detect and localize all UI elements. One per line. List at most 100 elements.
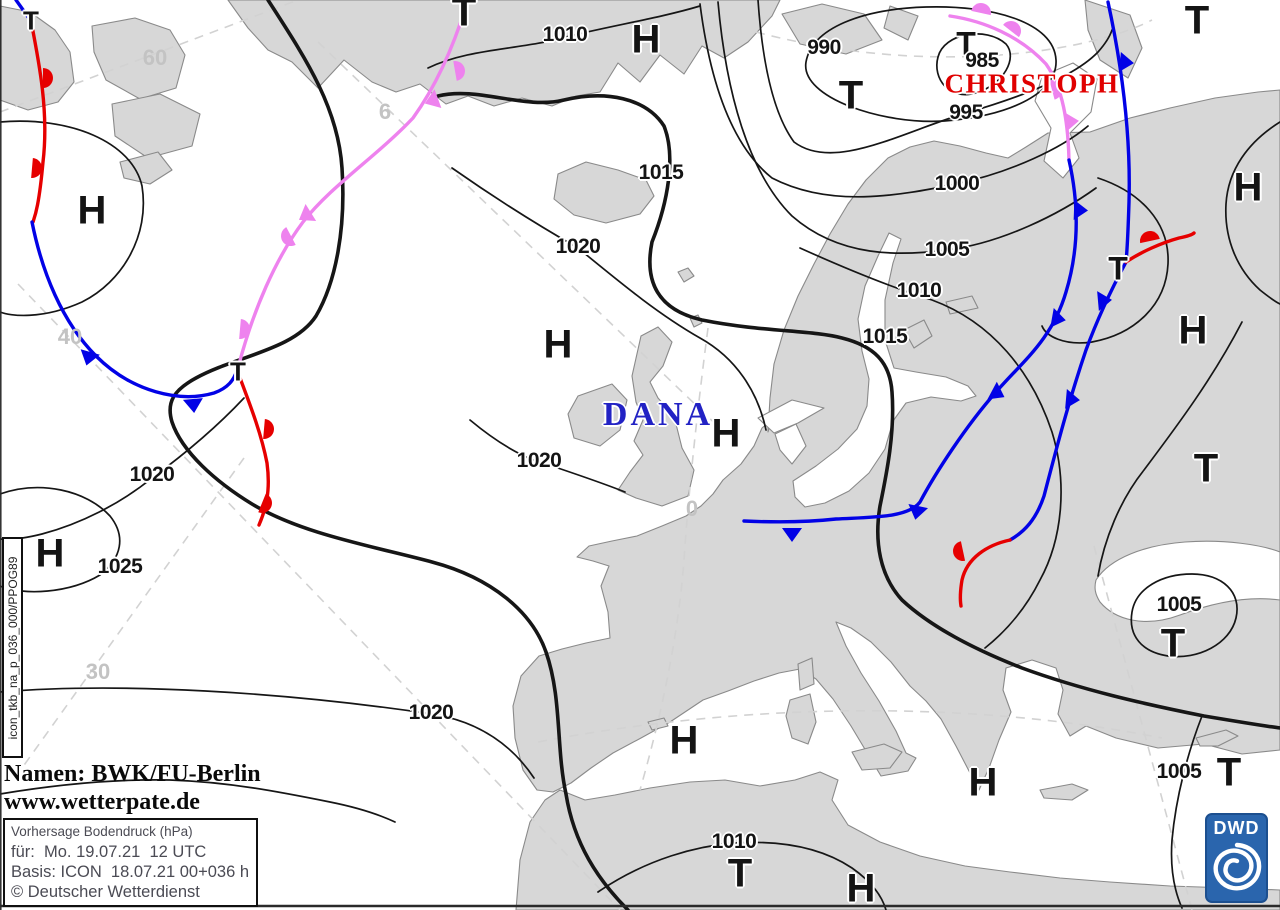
isobar-1015-thick xyxy=(436,91,1280,730)
isobar-label: 1020 xyxy=(408,701,454,724)
pressure-center-t: T xyxy=(1160,621,1186,666)
warm-front-marks xyxy=(31,68,1160,561)
isobar-east xyxy=(1097,321,1243,577)
isobar-1025 xyxy=(0,486,121,593)
pressure-center-t: T xyxy=(1193,446,1219,491)
pressure-center-h: H xyxy=(1178,308,1208,353)
land-sicily xyxy=(851,743,903,771)
pressure-center-t: T xyxy=(230,356,246,387)
dwd-logo: DWD xyxy=(1205,813,1268,903)
isobar-label: 1020 xyxy=(129,463,175,486)
pressure-center-h: H xyxy=(631,17,661,62)
warm-front-path xyxy=(958,538,1012,608)
cold-front-path xyxy=(30,220,239,399)
isobar-1020 xyxy=(469,419,626,493)
forecast-model-basis: Basis: ICON 18.07.21 00+036 h xyxy=(11,863,250,881)
isobar-1020 xyxy=(0,687,535,779)
sea-black-sea xyxy=(1094,540,1280,622)
credits-block: Namen: BWK/FU-Berlin www.wetterpate.de xyxy=(4,760,261,816)
sea-baltic xyxy=(792,232,977,508)
isobar-label: 1005 xyxy=(924,238,970,261)
forecast-valid-time: für: Mo. 19.07.21 12 UTC xyxy=(11,843,207,861)
dwd-logo-text: DWD xyxy=(1213,818,1260,838)
isobar-label: 990 xyxy=(807,36,841,59)
isobar-label: 1005 xyxy=(1156,760,1202,783)
pressure-center-t: T xyxy=(1184,0,1210,43)
dwd-spiral-icon xyxy=(1213,842,1262,891)
product-code-box: icon_tkb_na_p_036_000/PPOG89 xyxy=(2,537,23,758)
pressure-center-t: T xyxy=(23,5,39,36)
isobar-label: 1015 xyxy=(862,325,908,348)
warm-front-path xyxy=(1124,231,1196,264)
land-crete xyxy=(1039,783,1089,801)
pressure-center-t: T xyxy=(838,73,864,118)
pressure-center-h: H xyxy=(543,322,573,367)
isobar-label: 1010 xyxy=(896,279,942,302)
isobar-1015-thick xyxy=(168,0,630,910)
land-arctic-island xyxy=(111,93,201,159)
isobar-1010 xyxy=(427,5,701,69)
copyright-label: © Deutscher Wetterdienst xyxy=(11,883,200,901)
occluded-front-marks xyxy=(239,3,1079,339)
pressure-center-h: H xyxy=(968,760,998,805)
land-ireland xyxy=(567,383,628,447)
product-code-label: icon_tkb_na_p_036_000/PPOG89 xyxy=(5,556,20,739)
land-arctic-island xyxy=(119,151,173,185)
land-cyprus xyxy=(1195,729,1239,747)
pressure-center-t: T xyxy=(956,25,976,62)
graticule-layer xyxy=(0,0,1193,910)
isobar-label: 985 xyxy=(965,49,999,72)
warm-front-path xyxy=(29,19,47,224)
land-faroe xyxy=(677,267,695,283)
land-svalbard xyxy=(883,5,919,41)
isobar-east xyxy=(1041,177,1169,344)
isobar-label: 1000 xyxy=(934,172,980,195)
isobar-label: 1020 xyxy=(555,235,601,258)
land-arctic-island xyxy=(91,17,186,100)
isobar-label: 1010 xyxy=(542,23,588,46)
isobar-1005-low xyxy=(1130,573,1238,658)
isobar-990 xyxy=(805,6,1057,123)
graticule-label: 30 xyxy=(85,659,111,684)
land-iceland xyxy=(553,161,655,224)
pressure-center-t: T xyxy=(727,851,753,896)
occluded-front-path xyxy=(236,4,468,370)
sea-kattegat xyxy=(774,423,807,465)
pressure-center-t: T xyxy=(1216,750,1242,795)
land-gotland xyxy=(903,319,933,349)
isobar-1010 xyxy=(799,247,1062,649)
land-greenland xyxy=(227,0,781,107)
isobar-names-line xyxy=(0,779,396,823)
isobar-995 xyxy=(757,0,1113,154)
isobar-1020 xyxy=(0,397,245,541)
isobar-1000 xyxy=(699,3,1089,198)
pressure-center-h: H xyxy=(1233,165,1263,210)
isobar-label: 1020 xyxy=(516,449,562,472)
front-layer xyxy=(14,0,1196,608)
land-africa xyxy=(515,771,1280,910)
land-corsica xyxy=(797,657,815,691)
land-great-britain xyxy=(617,326,695,507)
land-sardinia xyxy=(785,693,817,745)
website-link[interactable]: www.wetterpate.de xyxy=(4,789,200,815)
isobar-1005 xyxy=(1170,715,1203,909)
cold-front-marks xyxy=(80,51,1134,542)
forecast-info-box: Vorhersage Bodendruck (hPa) für: Mo. 19.… xyxy=(3,818,258,907)
pressure-center-h: H xyxy=(669,718,699,763)
graticule-label: 60 xyxy=(142,45,168,70)
isobar-label: 1015 xyxy=(638,161,684,184)
sea-skagerrak xyxy=(757,399,825,434)
pressure-center-h: H xyxy=(35,531,65,576)
isobar-1020 xyxy=(451,167,767,431)
isobar-1010 xyxy=(597,841,887,910)
isobar-high-nw xyxy=(0,120,145,317)
cold-front-path xyxy=(14,0,33,23)
pressure-center-h: H xyxy=(846,866,876,910)
pressure-center-t: T xyxy=(451,0,477,35)
forecast-title: Vorhersage Bodendruck (hPa) xyxy=(11,824,193,839)
isobar-label: 995 xyxy=(949,101,983,124)
